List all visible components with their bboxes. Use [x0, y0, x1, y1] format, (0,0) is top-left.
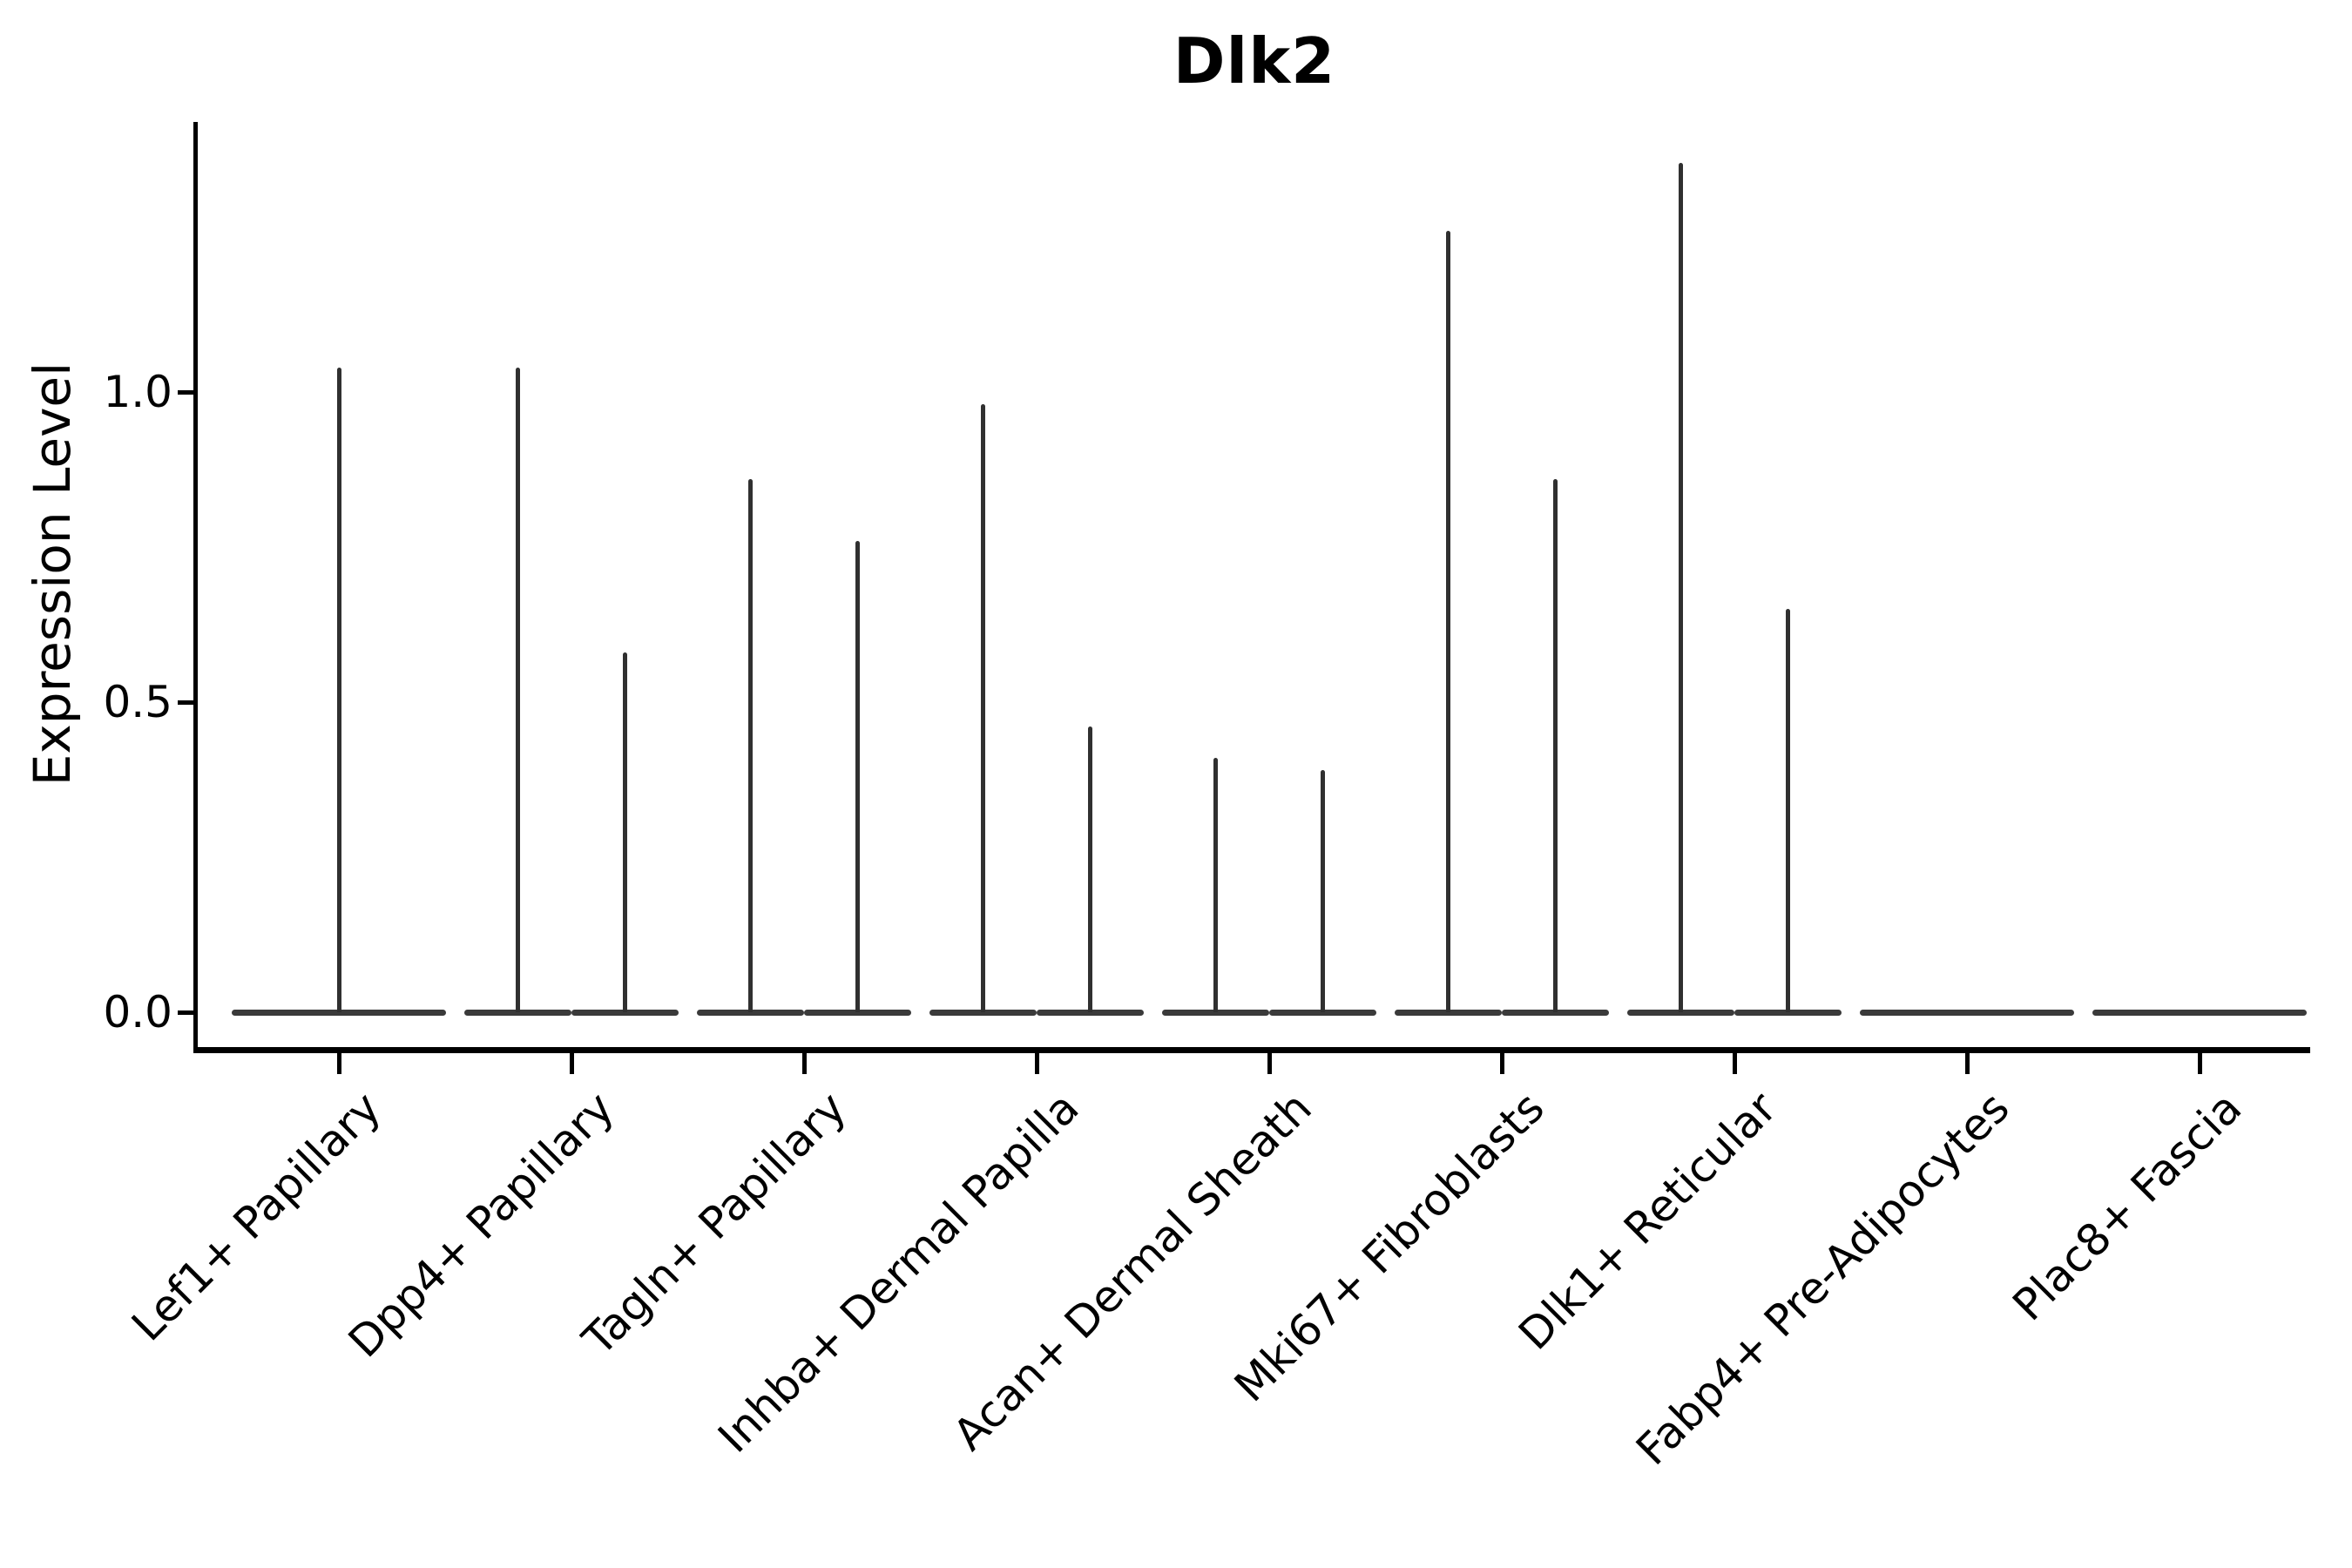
y-axis-spine	[193, 122, 198, 1053]
violin-base	[1627, 1009, 1734, 1016]
x-tick-mark	[1267, 1053, 1272, 1074]
x-tick-mark	[1964, 1053, 1970, 1074]
violin-spike	[1679, 162, 1683, 1012]
violin-spike	[516, 367, 520, 1012]
x-tick-label: Lef1+ Papillary	[122, 1082, 391, 1351]
violin-base	[804, 1009, 911, 1016]
x-tick-label: Fabp4+ Pre-Adipocytes	[1626, 1082, 2019, 1476]
violin-base	[697, 1009, 804, 1016]
violin-base	[1162, 1009, 1269, 1016]
violin-spike	[623, 652, 627, 1012]
y-tick-mark	[178, 389, 193, 395]
y-tick-label: 1.0	[103, 367, 172, 417]
violin-spike	[1786, 609, 1790, 1012]
violin-base	[1502, 1009, 1609, 1016]
x-axis-spine	[193, 1047, 2310, 1053]
y-tick-label: 0.5	[103, 677, 172, 727]
x-tick-label: Dlk1+ Reticular	[1509, 1082, 1787, 1360]
x-tick-label: Plac8+ Fascia	[2003, 1082, 2252, 1331]
violin-spike	[855, 540, 860, 1012]
chart-title: Dlk2	[1173, 24, 1336, 98]
violin-spike	[1446, 230, 1450, 1012]
violin-base	[1734, 1009, 1842, 1016]
y-tick-label: 0.0	[103, 987, 172, 1037]
violin-base	[1037, 1009, 1144, 1016]
violin-base	[1395, 1009, 1502, 1016]
violin-base	[929, 1009, 1037, 1016]
violin-spike	[1553, 478, 1558, 1012]
x-tick-mark	[569, 1053, 574, 1074]
x-tick-mark	[336, 1053, 341, 1074]
x-tick-mark	[801, 1053, 807, 1074]
violin-base	[232, 1009, 446, 1016]
y-tick-mark	[178, 1010, 193, 1015]
x-tick-mark	[2197, 1053, 2202, 1074]
violin-base	[2092, 1009, 2307, 1016]
x-tick-mark	[1732, 1053, 1737, 1074]
violin-spike	[1088, 727, 1092, 1012]
violin-base	[1860, 1009, 2074, 1016]
violin-base	[571, 1009, 679, 1016]
violin-spike	[748, 478, 753, 1012]
x-tick-mark	[1034, 1053, 1039, 1074]
violin-spike	[981, 404, 985, 1012]
violin-spike	[1321, 770, 1325, 1012]
violin-base	[1269, 1009, 1376, 1016]
violin-base	[464, 1009, 571, 1016]
y-tick-mark	[178, 700, 193, 705]
violin-spike	[1213, 758, 1218, 1012]
violin-spike	[336, 367, 341, 1012]
x-tick-mark	[1499, 1053, 1504, 1074]
